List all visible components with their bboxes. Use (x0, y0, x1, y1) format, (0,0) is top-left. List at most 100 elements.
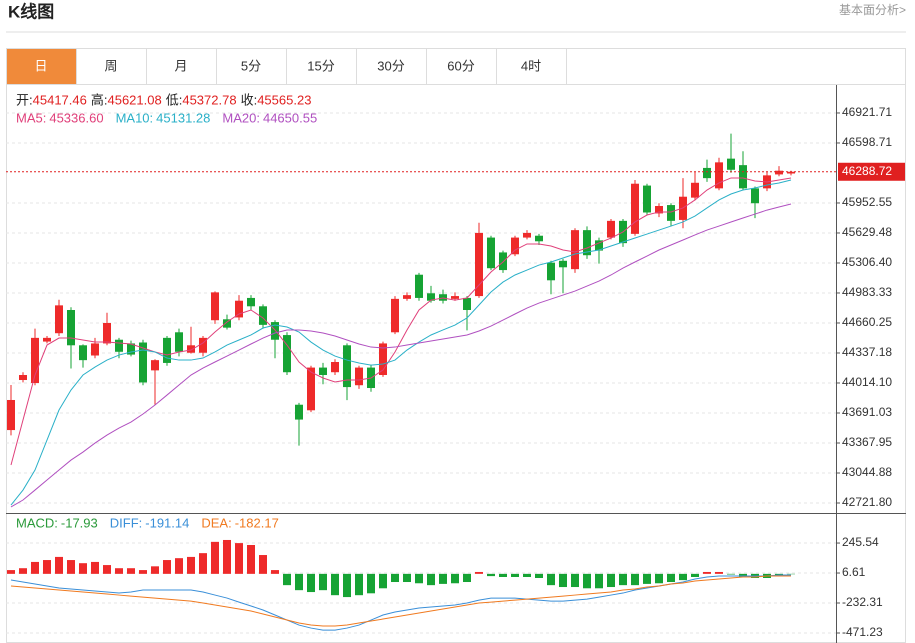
candle-body (775, 170, 783, 175)
legend-text: -17.93 (61, 515, 98, 530)
legend-text: 低: (166, 92, 183, 107)
macd-bar (631, 573, 639, 586)
macd-bar (55, 556, 63, 574)
candle-body (43, 337, 51, 342)
macd-bar (691, 573, 699, 577)
candle-body (523, 232, 531, 238)
legend-text: MACD: (16, 515, 58, 530)
macd-bar (271, 570, 279, 574)
legend-text: MA5: (16, 110, 46, 125)
candle-body (787, 171, 795, 174)
tab[interactable] (6, 48, 77, 85)
fundamental-link[interactable]: 基本面分析> (839, 3, 906, 17)
candle-body (691, 182, 699, 198)
legend-text: 45372.78 (182, 92, 236, 107)
y-tick-label: 43044.88 (842, 465, 892, 479)
candle-body (355, 367, 363, 386)
tab[interactable] (496, 48, 567, 85)
legend-text: 44650.55 (263, 110, 317, 125)
macd-bar (535, 573, 543, 578)
line (10, 179, 792, 506)
macd-bar (607, 573, 615, 588)
legend-text: -182.17 (235, 515, 279, 530)
tab-label[interactable]: 60分 (447, 58, 474, 73)
macd-bar (103, 565, 111, 574)
y-tick-label: 45952.55 (842, 195, 892, 209)
macd-bar (415, 573, 423, 584)
macd-bar (67, 560, 75, 574)
last-price-label: 46288.72 (842, 164, 892, 178)
macd-bar (163, 560, 171, 574)
candle-body (91, 343, 99, 356)
macd-bar (355, 573, 363, 596)
macd-bar (487, 573, 495, 577)
macd-bar (247, 544, 255, 574)
candle-body (331, 362, 339, 373)
tab-label[interactable]: 5分 (241, 58, 261, 73)
y-tick-label: 46921.71 (842, 105, 892, 119)
macd-bar (367, 573, 375, 594)
candle-body (727, 158, 735, 170)
candle-body (715, 162, 723, 189)
candle-body (319, 367, 327, 376)
candle-body (259, 306, 267, 325)
macd-bar (715, 571, 723, 574)
macd-bar (583, 573, 591, 589)
line (10, 203, 792, 508)
candle-body (103, 323, 111, 344)
legend-text: MA10: (116, 110, 154, 125)
tab[interactable] (286, 48, 357, 85)
macd-bar (391, 573, 399, 583)
macd-bar (127, 568, 135, 574)
y-tick-label: 43367.95 (842, 435, 892, 449)
legend-text: 收: (241, 92, 258, 107)
candle-body (199, 337, 207, 353)
macd-bar (379, 573, 387, 589)
candle-body (139, 342, 147, 383)
candle-body (559, 260, 567, 268)
macd-bar (235, 543, 243, 574)
legend-text: 45565.23 (257, 92, 311, 107)
candle-body (211, 292, 219, 321)
y-tick-label: 44337.18 (842, 345, 892, 359)
tab-label[interactable]: 周 (104, 58, 117, 73)
candle-body (31, 337, 39, 383)
candle-body (283, 335, 291, 373)
macd-bar (283, 573, 291, 586)
candle-body (487, 237, 495, 269)
candle-body (19, 375, 27, 381)
y-tick-label: 43691.03 (842, 405, 892, 419)
candle-body (667, 205, 675, 221)
candle-body (115, 339, 123, 352)
tab-label[interactable]: 15分 (307, 58, 334, 73)
candle-body (535, 235, 543, 242)
macd-bar (727, 573, 735, 575)
last-price-box (838, 162, 905, 181)
macd-bar (547, 573, 555, 586)
tab-label[interactable]: 30分 (377, 58, 404, 73)
tab-label[interactable]: 月 (174, 58, 187, 73)
macd-bar (343, 573, 351, 598)
macd-bar (151, 566, 159, 574)
page-title: K线图 (8, 1, 54, 21)
tab[interactable] (76, 48, 147, 85)
candle-body (7, 399, 15, 431)
macd-bar (7, 570, 15, 574)
legend-text: 高: (91, 92, 108, 107)
candle-body (403, 295, 411, 299)
macd-bar (775, 573, 783, 576)
macd-bar (307, 573, 315, 593)
candle-body (751, 188, 759, 204)
y-tick-label: 42721.80 (842, 495, 892, 509)
tab-label[interactable]: 4时 (521, 58, 541, 73)
legend-text: 45336.60 (49, 110, 103, 125)
y-tick-label: 44014.10 (842, 375, 892, 389)
candle-body (163, 337, 171, 363)
candle-body (223, 319, 231, 328)
candle-body (343, 345, 351, 388)
macd-bar (403, 573, 411, 583)
tab-label[interactable]: 日 (34, 58, 47, 73)
candle-body (295, 404, 303, 420)
legend-text: 45131.28 (156, 110, 210, 125)
